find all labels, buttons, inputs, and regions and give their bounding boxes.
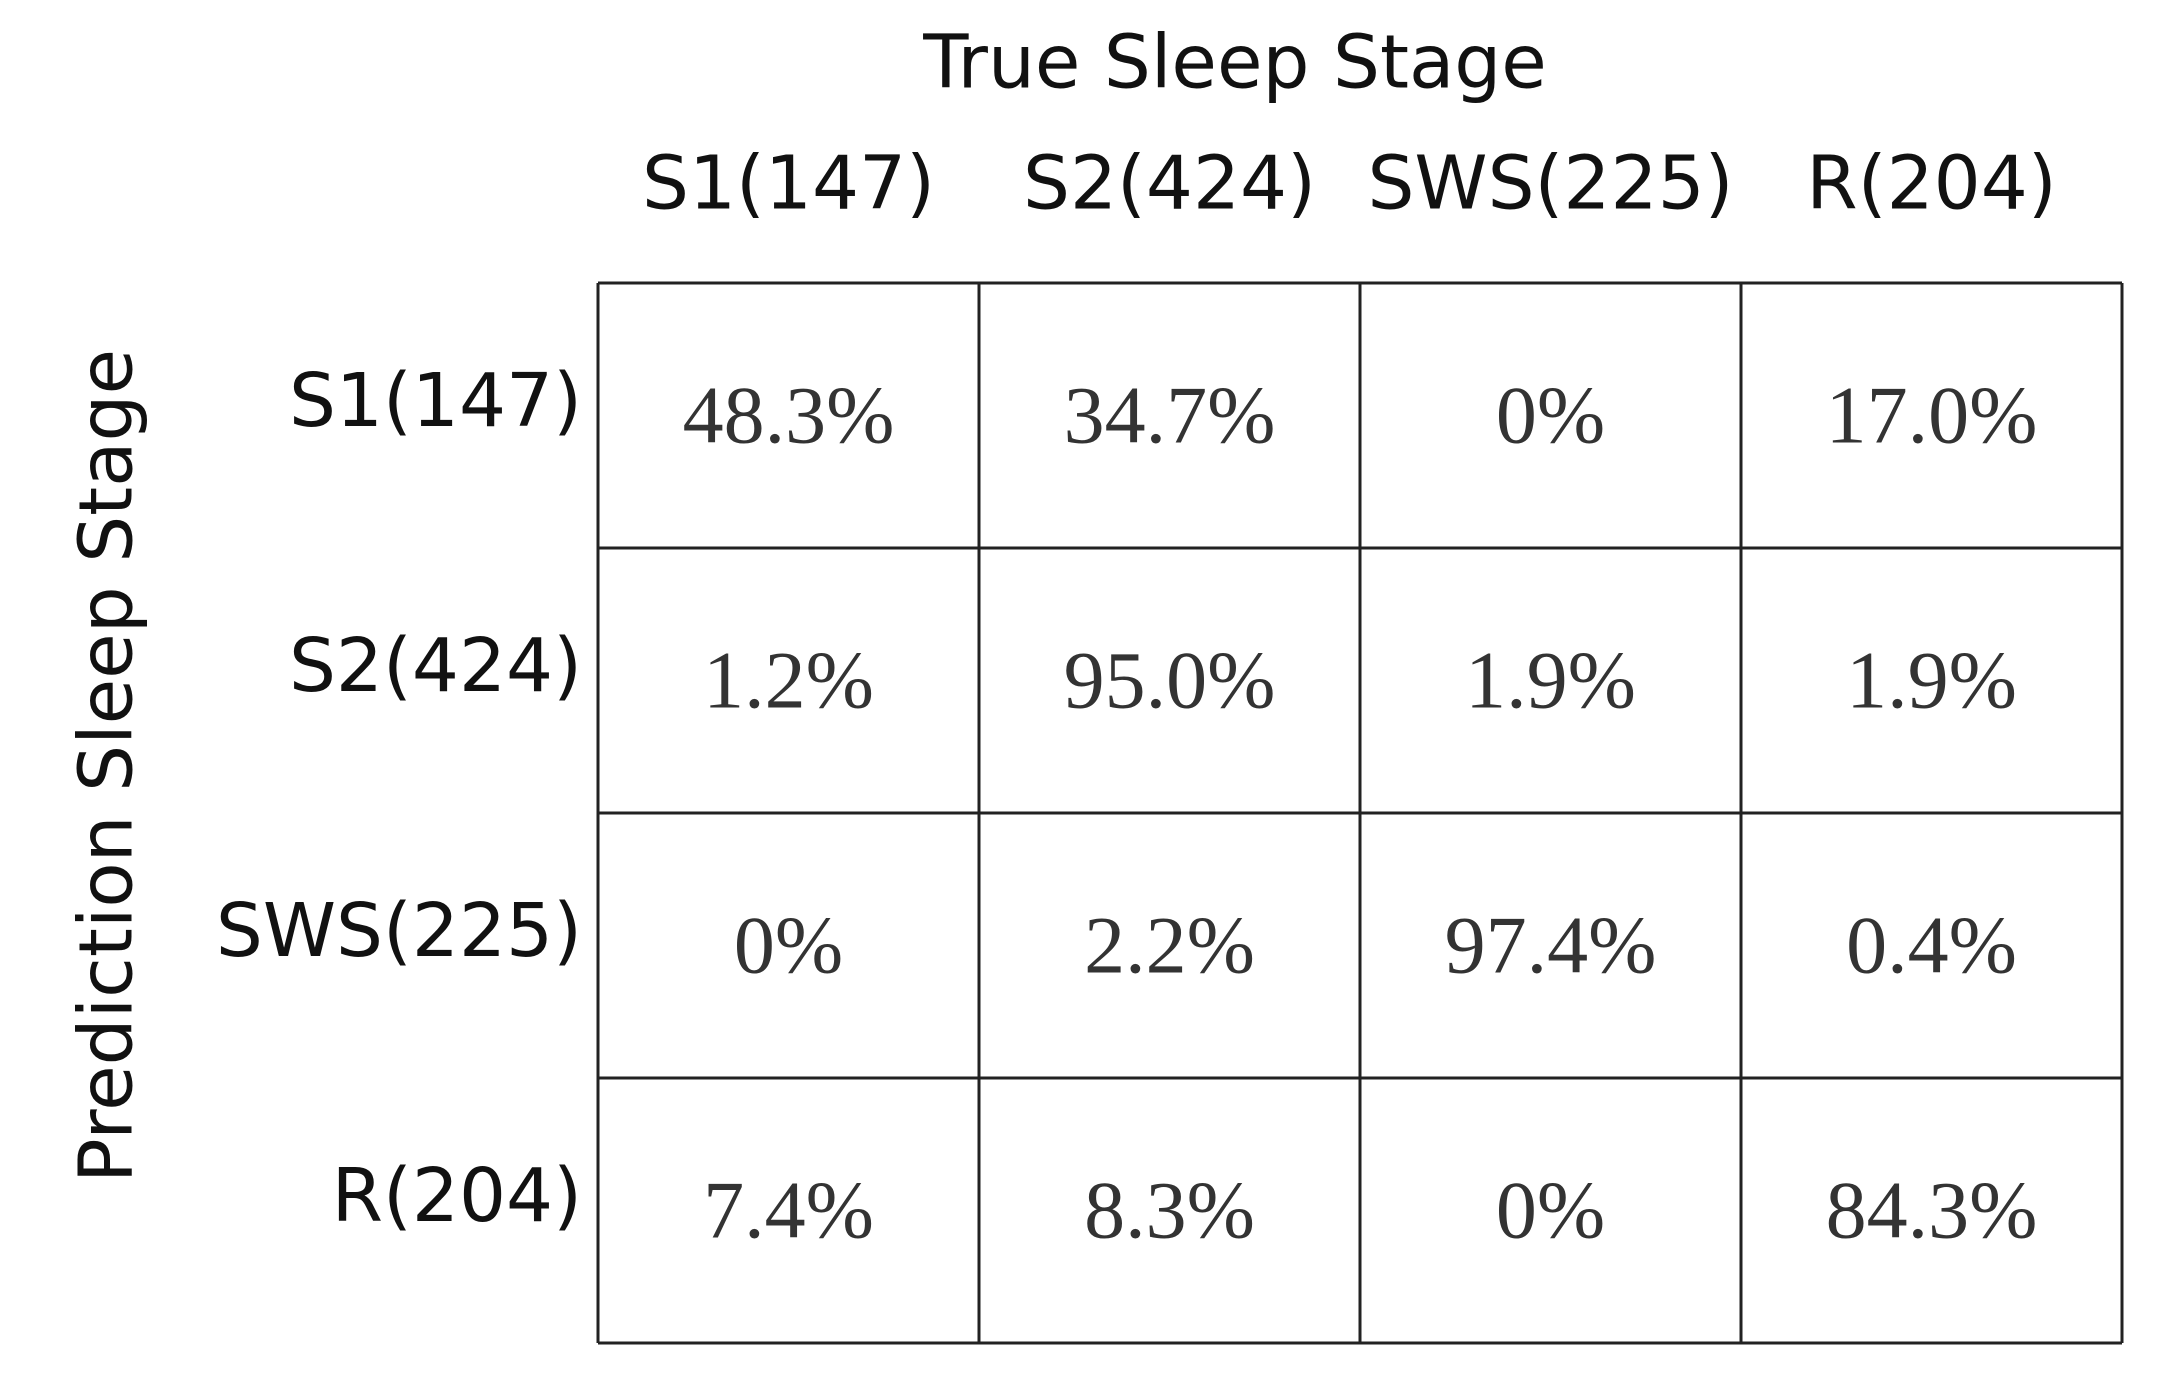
cell-value: 95.0%	[1064, 634, 1276, 725]
cell-value: 0%	[734, 899, 843, 990]
cell-value: 1.9%	[1465, 634, 1636, 725]
cell-value: 0%	[1496, 1164, 1605, 1255]
cell-value: 0%	[1496, 369, 1605, 460]
cell-value: 2.2%	[1084, 899, 1255, 990]
row-header: S2(424)	[289, 623, 582, 709]
column-header: S2(424)	[1023, 141, 1316, 227]
cell-value: 0.4%	[1846, 899, 2017, 990]
row-header: SWS(225)	[216, 888, 582, 974]
cell-value: 8.3%	[1084, 1164, 1255, 1255]
column-header: S1(147)	[642, 141, 935, 227]
cell-value: 34.7%	[1064, 369, 1276, 460]
cell-value: 17.0%	[1826, 369, 2038, 460]
cell-value: 48.3%	[683, 369, 895, 460]
cell-value: 97.4%	[1445, 899, 1657, 990]
row-header: R(204)	[332, 1153, 582, 1239]
column-title: True Sleep Stage	[922, 20, 1547, 106]
cell-value: 7.4%	[703, 1164, 874, 1255]
row-title: Prediction Sleep Stage	[64, 349, 150, 1183]
row-header: S1(147)	[289, 358, 582, 444]
cell-value: 1.9%	[1846, 634, 2017, 725]
cell-value: 84.3%	[1826, 1164, 2038, 1255]
column-header: SWS(225)	[1367, 141, 1733, 227]
column-header: R(204)	[1806, 141, 2056, 227]
cell-value: 1.2%	[703, 634, 874, 725]
